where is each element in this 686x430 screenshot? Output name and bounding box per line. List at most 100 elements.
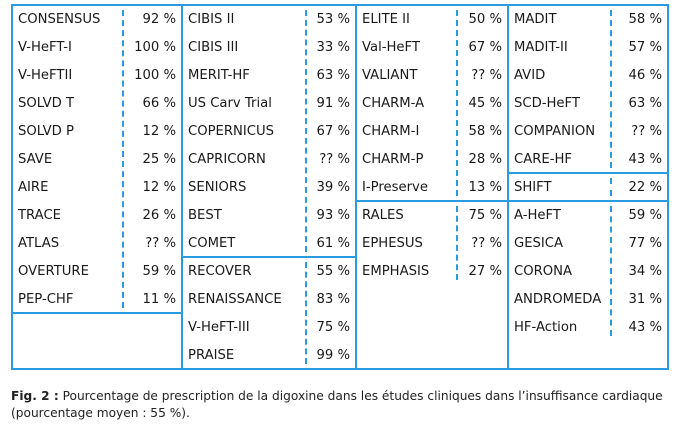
trial-name: TRACE	[18, 208, 62, 223]
trial-name: RALES	[362, 208, 404, 223]
trial-name: OVERTURE	[18, 264, 89, 279]
trial-row: SENIORS 39 %	[181, 174, 357, 202]
trial-row: V-HeFT-I 100 %	[11, 34, 183, 62]
trial-percentage: 43 %	[628, 152, 662, 167]
trial-percentage: 63 %	[628, 96, 662, 111]
trial-name: CARE-HF	[514, 152, 572, 167]
trial-name: PEP-CHF	[18, 292, 74, 307]
trial-name: CAPRICORN	[188, 152, 266, 167]
trial-row: RALES 75 %	[355, 202, 509, 230]
group-box	[11, 312, 183, 370]
trial-row: COMET 61 %	[181, 230, 357, 258]
trial-row: PEP-CHF 11 %	[11, 286, 183, 314]
trial-row: CORONA 34 %	[507, 258, 669, 286]
trial-name: EMPHASIS	[362, 264, 430, 279]
trial-name: SOLVD T	[18, 96, 75, 111]
trial-percentage: 50 %	[468, 12, 502, 27]
trial-name: MADIT	[514, 12, 557, 27]
trial-name: CHARM-I	[362, 124, 420, 139]
trial-name: VALIANT	[362, 68, 418, 83]
trial-row: BEST 93 %	[181, 202, 357, 230]
trial-name: SOLVD P	[18, 124, 74, 139]
trial-row: MADIT-II 57 %	[507, 34, 669, 62]
trial-row: ATLAS ?? %	[11, 230, 183, 258]
trial-name: GESICA	[514, 236, 564, 251]
trial-percentage: 59 %	[628, 208, 662, 223]
trial-percentage: 28 %	[468, 152, 502, 167]
trial-row: SCD-HeFT 63 %	[507, 90, 669, 118]
trial-percentage: 33 %	[316, 40, 350, 55]
trial-name: CORONA	[514, 264, 573, 279]
trial-percentage: 34 %	[628, 264, 662, 279]
trial-name: SENIORS	[188, 180, 247, 195]
trial-percentage: 100 %	[134, 40, 176, 55]
trial-name: Val-HeFT	[362, 40, 420, 55]
trial-percentage: 45 %	[468, 96, 502, 111]
trial-row: CONSENSUS 92 %	[11, 6, 183, 34]
trial-percentage: 67 %	[316, 124, 350, 139]
trial-name: SCD-HeFT	[514, 96, 580, 111]
trial-name: CHARM-A	[362, 96, 425, 111]
trial-row: GESICA 77 %	[507, 230, 669, 258]
trial-row: CAPRICORN ?? %	[181, 146, 357, 174]
trial-percentage: 63 %	[316, 68, 350, 83]
trial-percentage: 77 %	[628, 236, 662, 251]
trial-percentage: 27 %	[468, 264, 502, 279]
trial-row: ANDROMEDA 31 %	[507, 286, 669, 314]
trial-name: COMPANION	[514, 124, 596, 139]
trial-name: BEST	[188, 208, 222, 223]
trial-row: V-HeFT-III 75 %	[181, 314, 357, 342]
trial-name: ELITE II	[362, 12, 410, 27]
trial-name: CIBIS III	[188, 40, 239, 55]
trial-percentage: 31 %	[628, 292, 662, 307]
trial-name: COMET	[188, 236, 236, 251]
trial-row: Val-HeFT 67 %	[355, 34, 509, 62]
trial-percentage: 25 %	[142, 152, 176, 167]
trial-percentage: ?? %	[631, 124, 662, 139]
trial-row: EMPHASIS 27 %	[355, 258, 509, 286]
trial-table: CONSENSUS 92 % V-HeFT-I 100 % V-HeFTII 100 % S…	[11, 4, 669, 370]
trial-name: AIRE	[18, 180, 49, 195]
trial-percentage: 61 %	[316, 236, 350, 251]
trial-percentage: 93 %	[316, 208, 350, 223]
trial-row: PRAISE 99 %	[181, 342, 357, 370]
trial-row: I-Preserve 13 %	[355, 174, 509, 202]
trial-row: EPHESUS ?? %	[355, 230, 509, 258]
trial-row: US Carv Trial 91 %	[181, 90, 357, 118]
trial-row: CHARM-I 58 %	[355, 118, 509, 146]
trial-name: A-HeFT	[514, 208, 561, 223]
trial-percentage: 99 %	[316, 348, 350, 363]
trial-percentage: 22 %	[628, 180, 662, 195]
trial-percentage: 12 %	[142, 124, 176, 139]
figure-caption: Fig. 2 : Pourcentage de prescription de …	[11, 388, 675, 422]
trial-percentage: 59 %	[142, 264, 176, 279]
trial-percentage: 53 %	[316, 12, 350, 27]
trial-name: COPERNICUS	[188, 124, 275, 139]
trial-row: MADIT 58 %	[507, 6, 669, 34]
trial-percentage: ?? %	[471, 68, 502, 83]
trial-row: TRACE 26 %	[11, 202, 183, 230]
trial-name: CONSENSUS	[18, 12, 101, 27]
trial-row: SAVE 25 %	[11, 146, 183, 174]
trial-name: ATLAS	[18, 236, 60, 251]
trial-percentage: 92 %	[142, 12, 176, 27]
trial-name: US Carv Trial	[188, 96, 272, 111]
caption-label: Fig. 2 :	[11, 389, 59, 403]
trial-row: RENAISSANCE 83 %	[181, 286, 357, 314]
trial-row: CIBIS II 53 %	[181, 6, 357, 34]
trial-name: CIBIS II	[188, 12, 235, 27]
trial-percentage: 11 %	[142, 292, 176, 307]
trial-row: COPERNICUS 67 %	[181, 118, 357, 146]
trial-row: ELITE II 50 %	[355, 6, 509, 34]
trial-percentage: 83 %	[316, 292, 350, 307]
trial-row: SOLVD T 66 %	[11, 90, 183, 118]
trial-name: I-Preserve	[362, 180, 428, 195]
trial-percentage: 43 %	[628, 320, 662, 335]
trial-row: HF-Action 43 %	[507, 314, 669, 342]
trial-percentage: 91 %	[316, 96, 350, 111]
caption-text: Pourcentage de prescription de la digoxi…	[11, 389, 663, 420]
trial-name: PRAISE	[188, 348, 235, 363]
trial-name: MADIT-II	[514, 40, 568, 55]
trial-percentage: 39 %	[316, 180, 350, 195]
trial-name: HF-Action	[514, 320, 578, 335]
